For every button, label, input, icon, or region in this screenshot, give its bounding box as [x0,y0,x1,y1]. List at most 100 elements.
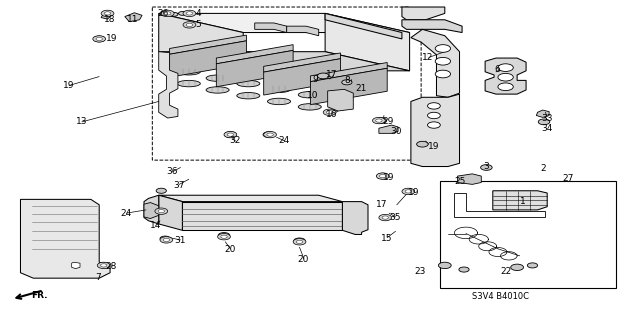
Ellipse shape [268,98,291,105]
Circle shape [428,122,440,128]
Ellipse shape [298,92,321,98]
Text: 19: 19 [383,173,394,182]
Circle shape [527,263,538,268]
Text: 35: 35 [389,213,401,222]
Circle shape [263,132,275,137]
Circle shape [376,119,382,122]
Text: 19: 19 [106,34,117,43]
Circle shape [97,262,110,269]
Circle shape [186,12,193,15]
Circle shape [99,263,109,268]
Circle shape [96,37,102,41]
Text: 10: 10 [307,91,319,100]
Circle shape [435,45,451,52]
Circle shape [170,12,178,16]
Circle shape [227,133,234,136]
Circle shape [417,141,428,147]
Circle shape [498,64,513,71]
Ellipse shape [237,93,260,99]
Circle shape [317,73,329,79]
Polygon shape [402,7,445,20]
Text: 17: 17 [376,200,388,209]
Circle shape [101,10,114,17]
Text: 33: 33 [541,114,552,123]
Circle shape [435,70,451,78]
Ellipse shape [177,80,200,87]
Circle shape [225,132,236,137]
Circle shape [160,11,170,16]
Circle shape [293,239,306,245]
Circle shape [380,174,386,178]
Text: 14: 14 [150,221,162,230]
Text: 36: 36 [166,167,178,176]
Circle shape [376,173,389,179]
Text: 24: 24 [120,209,132,218]
Circle shape [158,210,164,213]
Text: 22: 22 [500,267,512,276]
Polygon shape [411,94,460,167]
Text: 31: 31 [174,236,186,245]
Circle shape [481,165,492,170]
Circle shape [498,83,513,91]
Circle shape [323,109,336,115]
Text: 37: 37 [173,181,184,189]
Text: 13: 13 [76,117,87,126]
Circle shape [186,23,193,26]
Text: 17: 17 [326,70,338,78]
Circle shape [372,117,385,124]
Bar [440,181,616,288]
Text: 5: 5 [195,20,201,29]
Polygon shape [159,195,182,230]
Text: 2: 2 [541,164,547,173]
Polygon shape [328,89,353,111]
Circle shape [160,236,170,241]
Text: 7: 7 [95,273,100,282]
Polygon shape [325,13,410,71]
Polygon shape [342,202,368,234]
Text: 6: 6 [494,65,500,74]
Polygon shape [325,13,402,39]
Polygon shape [170,35,246,54]
Text: 9: 9 [312,75,318,84]
Circle shape [221,235,227,238]
Circle shape [379,214,392,221]
Circle shape [511,264,524,271]
Polygon shape [20,199,110,278]
Polygon shape [310,63,387,82]
Circle shape [183,22,196,28]
Polygon shape [485,58,526,94]
Text: 19: 19 [63,81,74,90]
Polygon shape [159,52,178,118]
Circle shape [93,36,105,42]
Text: 20: 20 [224,245,236,254]
Text: 3: 3 [483,162,489,171]
Polygon shape [264,59,340,95]
Text: 24: 24 [278,137,290,145]
Circle shape [435,57,451,65]
Text: 34: 34 [541,124,552,133]
Polygon shape [144,203,159,219]
Circle shape [382,216,388,219]
Polygon shape [458,174,481,184]
Text: FR.: FR. [31,291,47,300]
Circle shape [179,11,186,15]
Polygon shape [170,41,246,77]
Circle shape [538,119,550,125]
Circle shape [498,73,513,81]
Circle shape [183,10,196,17]
Circle shape [155,208,168,214]
Text: 27: 27 [562,174,573,182]
Polygon shape [159,13,243,71]
Text: 30: 30 [390,127,402,136]
Text: 19: 19 [428,142,439,151]
Ellipse shape [206,87,229,93]
Ellipse shape [268,86,291,93]
Circle shape [267,133,273,136]
Text: 28: 28 [106,262,117,271]
Circle shape [377,173,388,179]
Polygon shape [411,29,460,97]
Polygon shape [159,195,342,202]
Text: 12: 12 [422,53,434,62]
Polygon shape [264,53,340,72]
Circle shape [93,36,106,42]
